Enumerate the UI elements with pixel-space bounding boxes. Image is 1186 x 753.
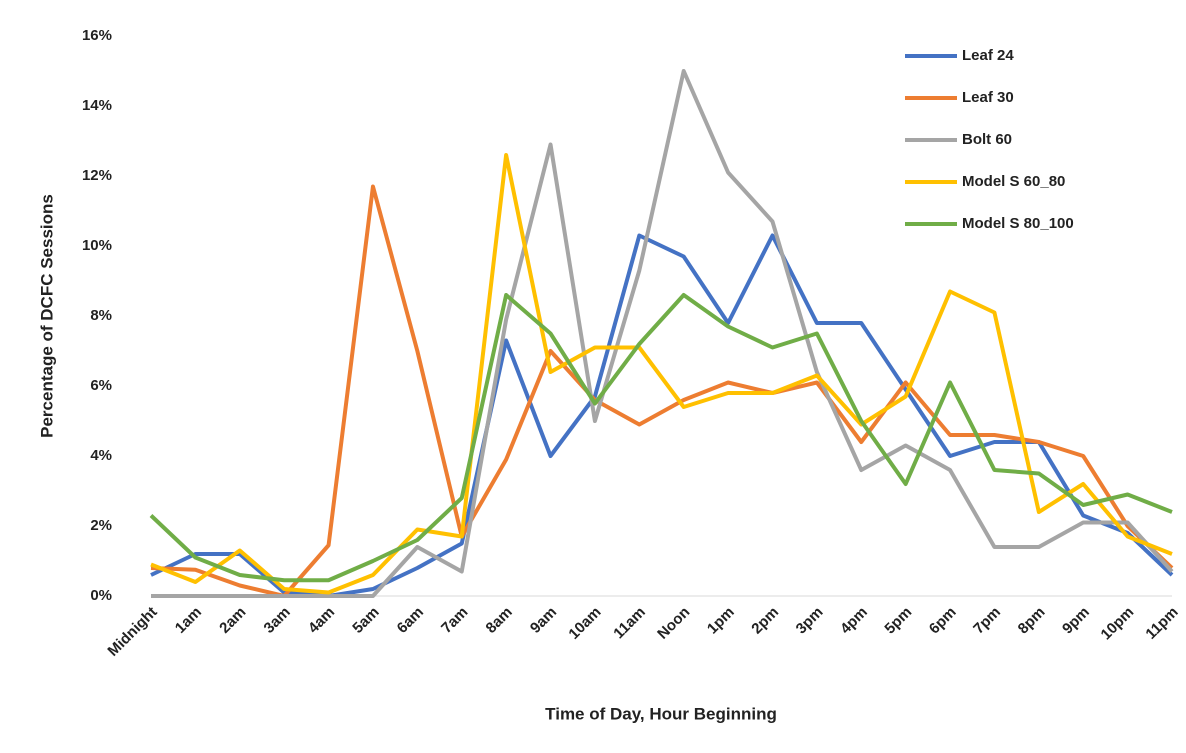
x-tick-label: Midnight: [104, 604, 160, 660]
legend-label: Bolt 60: [962, 131, 1012, 148]
x-tick-label: 7am: [438, 604, 471, 637]
y-tick-label: 0%: [90, 587, 112, 604]
x-tick-label: 1am: [172, 604, 205, 637]
x-tick-label: 3am: [261, 604, 294, 637]
y-tick-label: 2%: [90, 517, 112, 534]
x-tick-label: 11pm: [1142, 604, 1181, 643]
y-tick-label: 10%: [82, 237, 112, 254]
y-tick-label: 8%: [90, 307, 112, 324]
x-tick-label: 5am: [349, 604, 382, 637]
legend-label: Leaf 24: [962, 47, 1014, 64]
x-tick-label: 10pm: [1098, 604, 1138, 644]
series-line: [150, 153, 1173, 595]
x-tick-label: 3pm: [793, 604, 827, 638]
legend-label: Model S 80_100: [962, 215, 1074, 232]
x-tick-label: 9am: [527, 604, 560, 637]
series-line: [150, 184, 1174, 598]
y-tick-label: 16%: [82, 27, 112, 44]
y-axis-title: Percentage of DCFC Sessions: [37, 194, 56, 438]
series-line: [149, 293, 1173, 583]
x-tick-label: Noon: [654, 604, 693, 643]
x-tick-label: 2pm: [748, 604, 782, 638]
x-tick-label: 7pm: [970, 604, 1004, 638]
x-axis-title: Time of Day, Hour Beginning: [545, 704, 777, 723]
y-tick-label: 4%: [90, 447, 112, 464]
x-tick-label: 1pm: [704, 604, 738, 638]
x-tick-label: 11am: [610, 604, 649, 643]
x-tick-label: 4pm: [837, 604, 871, 638]
x-tick-label: 4am: [305, 604, 338, 637]
legend-label: Leaf 30: [962, 89, 1014, 106]
x-tick-label: 6pm: [926, 604, 960, 638]
x-tick-label: 5pm: [881, 604, 915, 638]
x-tick-label: 10am: [565, 604, 604, 643]
y-tick-label: 14%: [82, 97, 112, 114]
y-tick-label: 6%: [90, 377, 112, 394]
x-tick-label: 6am: [394, 604, 427, 637]
x-tick-label: 9pm: [1059, 604, 1093, 638]
x-tick-label: 8am: [483, 604, 516, 637]
x-tick-label: 8pm: [1015, 604, 1049, 638]
series-line: [151, 69, 1174, 598]
y-tick-label: 12%: [82, 167, 112, 184]
x-tick-label: 2am: [216, 604, 249, 637]
legend-label: Model S 60_80: [962, 173, 1065, 190]
